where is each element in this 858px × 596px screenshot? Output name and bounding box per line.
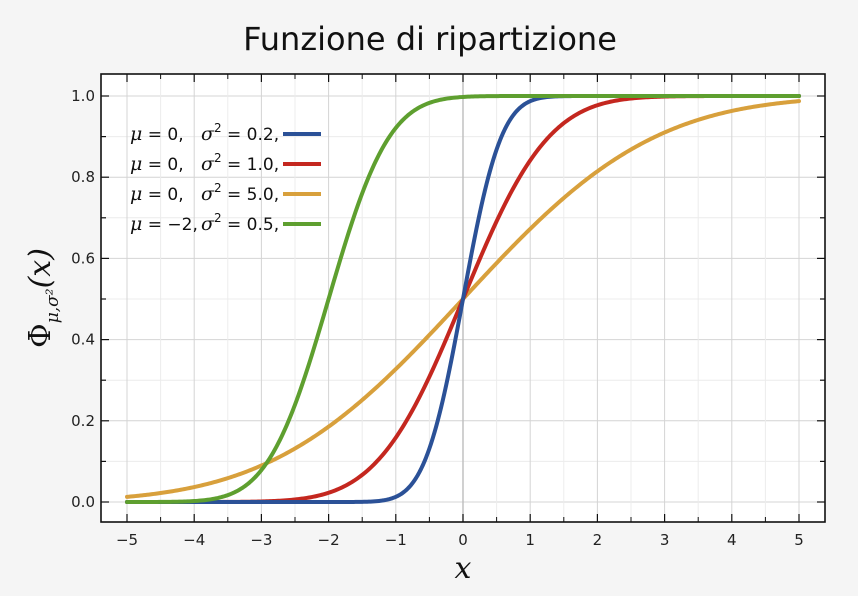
x-axis-label: x [455, 551, 472, 586]
legend-mu: μ = 0, [130, 183, 184, 205]
x-tick-label: −3 [250, 531, 272, 549]
svg-text:Φμ,σ²(x): Φμ,σ²(x) [23, 248, 63, 348]
y-tick-label: 0.6 [71, 249, 95, 267]
x-tick-label: 4 [727, 531, 737, 549]
x-tick-label: −1 [385, 531, 407, 549]
legend-sigma: σ2 = 1.0, [201, 151, 279, 175]
x-tick-label: −5 [116, 531, 138, 549]
x-tick-label: 3 [660, 531, 670, 549]
legend-entry: μ = 0, σ2 = 0.2, [130, 121, 321, 145]
y-axis-argument: (x) [23, 248, 58, 288]
legend-mu: μ = 0, [130, 123, 184, 145]
x-tick-label: 2 [593, 531, 603, 549]
x-tick-label: −2 [318, 531, 340, 549]
x-tick-label: 0 [458, 531, 468, 549]
legend-mu: μ = 0, [130, 153, 184, 175]
series-line-3 [125, 94, 801, 504]
y-axis-subscript: μ,σ² [43, 288, 63, 323]
y-tick-label: 1.0 [71, 87, 95, 105]
legend-entry: μ = −2, σ2 = 0.5, [130, 211, 321, 235]
legend-mu: μ = −2, [130, 213, 198, 235]
y-tick-label: 0.8 [71, 168, 95, 186]
axis-ticks [101, 74, 825, 522]
x-tick-label: 5 [794, 531, 804, 549]
legend-sigma: σ2 = 5.0, [201, 181, 279, 205]
x-tick-label: −4 [183, 531, 205, 549]
legend-entry: μ = 0, σ2 = 5.0, [130, 181, 321, 205]
y-tick-labels: 0.0 0.2 0.4 0.6 0.8 1.0 [71, 87, 95, 511]
y-tick-label: 0.2 [71, 412, 95, 430]
chart-title: Funzione di ripartizione [243, 20, 617, 58]
x-tick-label: 1 [525, 531, 535, 549]
legend-sigma: σ2 = 0.2, [201, 121, 279, 145]
legend-entry: μ = 0, σ2 = 1.0, [130, 151, 321, 175]
y-tick-label: 0.4 [71, 331, 95, 349]
series-curves [125, 94, 801, 504]
y-axis-symbol: Φ [23, 323, 58, 348]
y-axis-label: Φμ,σ²(x) [23, 248, 63, 348]
y-tick-label: 0.0 [71, 493, 95, 511]
legend-sigma: σ2 = 0.5, [201, 211, 279, 235]
legend: μ = 0, σ2 = 0.2, μ = 0, σ2 = 1.0, μ = 0, σ2 =… [130, 121, 321, 235]
x-tick-labels: −5 −4 −3 −2 −1 0 1 2 3 4 5 [116, 531, 804, 549]
